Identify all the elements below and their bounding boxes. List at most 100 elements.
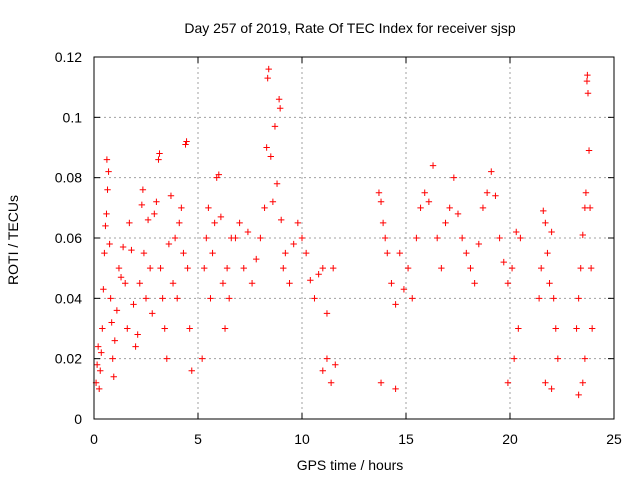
data-point: [98, 349, 105, 356]
data-point: [548, 385, 555, 393]
data-point: [153, 198, 160, 205]
data-point: [584, 90, 592, 97]
data-point: [377, 198, 385, 205]
data-point: [155, 156, 162, 163]
data-point: [142, 295, 150, 302]
data-point: [587, 264, 595, 272]
data-point: [100, 286, 107, 293]
data-point: [475, 240, 482, 248]
data-point: [103, 210, 110, 218]
data-point: [508, 264, 516, 272]
data-point: [93, 361, 101, 368]
data-point: [463, 249, 470, 257]
data-point: [450, 174, 458, 181]
data-point: [115, 264, 123, 272]
grid-lines: [94, 57, 614, 419]
data-point: [211, 219, 218, 227]
data-point: [535, 295, 543, 302]
y-tick-label: 0.02: [55, 351, 82, 367]
x-tick-label: 25: [606, 431, 622, 447]
y-tick-label: 0.1: [63, 109, 83, 125]
data-point: [169, 280, 177, 287]
data-point: [138, 201, 146, 209]
data-point: [396, 249, 403, 257]
data-point: [546, 280, 553, 287]
data-point: [286, 280, 293, 287]
data-point: [128, 246, 135, 254]
x-tick-label: 15: [398, 431, 414, 447]
data-point: [577, 264, 584, 272]
data-point: [221, 325, 229, 332]
data-point: [96, 385, 103, 393]
data-point: [319, 367, 326, 374]
data-point: [106, 240, 113, 248]
data-point: [151, 210, 158, 218]
data-point: [579, 379, 586, 386]
data-point: [382, 234, 389, 242]
axis-ticks: 0 5 10 15 20 25 0 0.02 0.04 0.06 0.08 0.1 0.12: [55, 49, 622, 447]
chart-title: Day 257 of 2019, Rate Of TEC Index for r…: [184, 20, 515, 36]
data-point: [226, 295, 233, 302]
y-tick-label: 0.04: [55, 290, 82, 306]
data-point: [149, 310, 156, 317]
data-point: [253, 255, 260, 263]
data-point: [102, 222, 109, 230]
data-point: [330, 264, 337, 272]
data-point: [146, 264, 154, 272]
data-point: [298, 234, 306, 242]
data-point: [583, 77, 591, 85]
data-point: [588, 325, 596, 332]
data-point: [315, 271, 322, 278]
data-point: [307, 277, 314, 284]
data-point: [544, 249, 551, 257]
data-point: [99, 325, 106, 332]
data-point: [425, 198, 433, 205]
y-tick-label: 0.06: [55, 230, 82, 246]
data-point: [332, 361, 339, 368]
data-point: [130, 301, 137, 308]
y-tick-label: 0.08: [55, 170, 82, 186]
data-point: [510, 355, 518, 362]
data-point: [117, 274, 125, 281]
data-point: [126, 219, 133, 227]
data-point: [217, 213, 225, 221]
data-point: [554, 355, 562, 362]
data-point: [585, 147, 593, 154]
data-point: [188, 367, 195, 374]
data-point: [124, 325, 131, 332]
data-point: [107, 295, 114, 302]
data-point: [109, 355, 116, 362]
data-point: [282, 249, 289, 257]
data-point: [108, 319, 115, 326]
data-point: [176, 219, 183, 227]
data-point: [103, 156, 111, 163]
data-point: [136, 280, 143, 287]
data-point: [302, 249, 310, 257]
data-point: [538, 264, 545, 272]
data-point: [542, 219, 549, 227]
data-point: [273, 180, 281, 187]
data-point: [404, 264, 412, 272]
data-point: [400, 286, 408, 293]
data-point: [144, 216, 152, 224]
data-point: [105, 168, 112, 175]
data-point: [278, 216, 285, 224]
data-point: [180, 249, 187, 257]
data-point: [392, 301, 399, 308]
data-point: [417, 204, 424, 212]
data-point: [323, 310, 331, 317]
data-point: [575, 391, 582, 399]
data-point: [122, 280, 129, 287]
data-point: [579, 231, 586, 239]
data-point: [409, 295, 416, 302]
data-point: [379, 219, 387, 227]
x-tick-label: 0: [90, 431, 98, 447]
y-tick-label: 0: [74, 411, 82, 427]
data-point: [104, 186, 111, 193]
data-point: [139, 186, 147, 193]
data-point: [446, 204, 453, 212]
data-point: [492, 192, 499, 199]
data-point: [500, 258, 507, 266]
data-point: [413, 234, 420, 242]
